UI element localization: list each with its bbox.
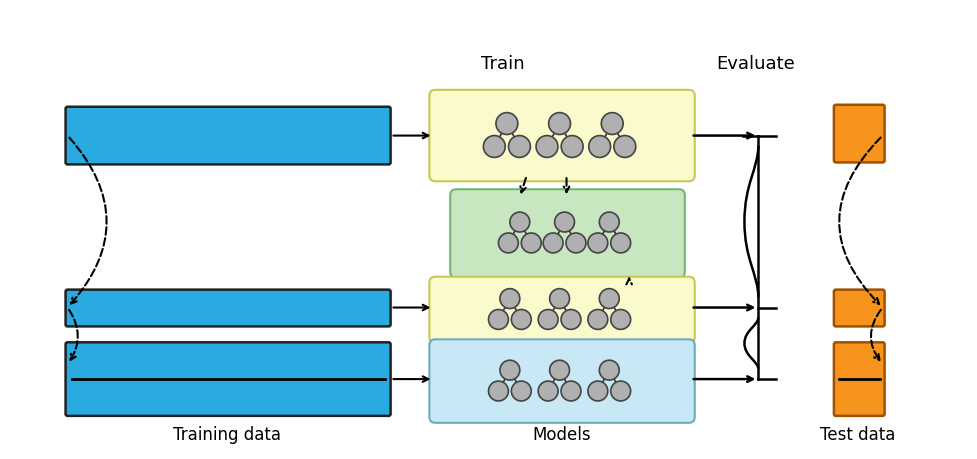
Circle shape [496,112,518,134]
Circle shape [543,233,563,253]
Circle shape [601,112,623,134]
FancyBboxPatch shape [834,105,884,162]
Circle shape [508,135,531,157]
Circle shape [510,212,530,232]
Circle shape [549,112,571,134]
Circle shape [536,135,558,157]
Circle shape [561,309,581,330]
Circle shape [614,135,636,157]
FancyBboxPatch shape [65,290,391,326]
Circle shape [611,233,630,253]
FancyBboxPatch shape [65,107,391,164]
Circle shape [599,289,619,308]
Circle shape [588,233,608,253]
Circle shape [589,135,611,157]
Circle shape [550,360,570,380]
Text: Train: Train [481,55,525,73]
Circle shape [555,212,574,232]
Circle shape [611,309,630,330]
Text: Models: Models [532,425,591,444]
Circle shape [500,360,520,380]
Text: Evaluate: Evaluate [716,55,794,73]
Circle shape [538,309,558,330]
FancyBboxPatch shape [450,189,685,278]
Circle shape [488,309,508,330]
Circle shape [566,233,586,253]
Circle shape [500,289,520,308]
Circle shape [488,381,508,401]
Circle shape [588,381,608,401]
Circle shape [484,135,505,157]
FancyBboxPatch shape [429,90,695,181]
FancyBboxPatch shape [834,342,884,416]
Circle shape [599,360,619,380]
Circle shape [611,381,630,401]
Circle shape [588,309,608,330]
Circle shape [599,212,619,232]
FancyBboxPatch shape [429,339,695,423]
Circle shape [561,135,583,157]
FancyBboxPatch shape [65,342,391,416]
Circle shape [511,309,531,330]
Circle shape [511,381,531,401]
Text: Training data: Training data [173,425,280,444]
Text: Test data: Test data [820,425,896,444]
FancyBboxPatch shape [429,277,695,343]
Circle shape [522,233,541,253]
FancyBboxPatch shape [834,290,884,326]
Circle shape [561,381,581,401]
Circle shape [498,233,519,253]
Circle shape [550,289,570,308]
Circle shape [538,381,558,401]
